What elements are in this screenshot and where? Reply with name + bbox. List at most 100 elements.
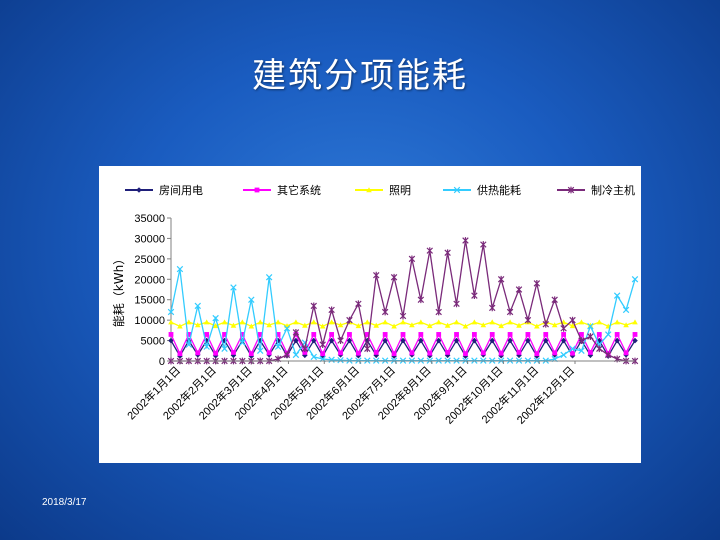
data-point bbox=[570, 350, 575, 356]
data-point bbox=[391, 351, 397, 357]
data-point bbox=[480, 241, 487, 248]
data-point bbox=[631, 276, 639, 283]
y-tick-label: 5000 bbox=[141, 336, 165, 348]
data-point bbox=[373, 322, 380, 328]
data-point bbox=[605, 351, 612, 359]
data-point bbox=[427, 350, 433, 356]
data-point bbox=[587, 333, 594, 340]
data-point bbox=[426, 352, 433, 359]
data-point bbox=[542, 337, 549, 344]
data-point bbox=[632, 319, 638, 325]
data-point bbox=[337, 337, 344, 344]
data-point bbox=[560, 337, 567, 344]
y-axis-label: 能耗（kWh） bbox=[112, 253, 126, 327]
chart-legend: 房间用电 其它系统 照明 供热能耗 制冷主机 bbox=[125, 183, 635, 197]
data-point bbox=[408, 255, 416, 263]
data-point bbox=[274, 343, 282, 350]
data-point bbox=[212, 314, 219, 322]
data-point bbox=[497, 275, 505, 283]
data-point bbox=[596, 319, 603, 325]
data-point bbox=[204, 332, 210, 337]
legend-label: 制冷主机 bbox=[591, 183, 635, 197]
series-group bbox=[167, 237, 639, 365]
data-point bbox=[177, 351, 183, 357]
data-point bbox=[373, 350, 379, 355]
legend-item: 供热能耗 bbox=[443, 183, 521, 197]
data-point bbox=[213, 350, 219, 356]
y-axis-ticks: 0 5000 10000 15000 20000 25000 30000 35000 bbox=[134, 213, 172, 368]
legend-label: 照明 bbox=[389, 184, 411, 197]
y-tick-label: 0 bbox=[159, 356, 165, 368]
data-point bbox=[525, 337, 531, 344]
data-point bbox=[462, 323, 469, 329]
data-point bbox=[221, 319, 228, 325]
data-point bbox=[212, 323, 219, 329]
data-point bbox=[203, 319, 210, 325]
data-point bbox=[338, 350, 343, 356]
y-tick-label: 10000 bbox=[134, 315, 165, 327]
data-point bbox=[436, 332, 442, 337]
data-point bbox=[507, 337, 513, 344]
data-point bbox=[587, 323, 594, 330]
data-point bbox=[346, 337, 353, 344]
data-point bbox=[480, 322, 487, 328]
data-point bbox=[391, 323, 397, 329]
data-point bbox=[265, 274, 273, 281]
data-point bbox=[203, 343, 210, 350]
data-point bbox=[561, 332, 567, 337]
data-point bbox=[533, 279, 541, 287]
data-point bbox=[302, 322, 308, 328]
data-point bbox=[222, 332, 227, 337]
data-point bbox=[506, 308, 514, 316]
legend-label: 供热能耗 bbox=[477, 183, 521, 197]
data-point bbox=[168, 337, 174, 344]
data-point bbox=[275, 337, 281, 344]
legend-marker bbox=[366, 187, 372, 193]
data-point bbox=[534, 323, 540, 329]
data-point bbox=[596, 345, 603, 353]
legend-marker bbox=[453, 186, 461, 194]
legend-label: 其它系统 bbox=[277, 183, 321, 197]
data-point bbox=[185, 341, 193, 348]
data-point bbox=[614, 337, 620, 344]
data-point bbox=[534, 351, 540, 357]
data-point bbox=[248, 296, 255, 303]
data-point bbox=[578, 319, 585, 325]
data-point bbox=[310, 302, 317, 310]
data-point bbox=[257, 347, 264, 355]
data-point bbox=[462, 237, 469, 244]
data-point bbox=[320, 351, 326, 357]
legend-item: 照明 bbox=[355, 184, 411, 197]
data-point bbox=[489, 304, 496, 312]
data-point bbox=[454, 332, 459, 337]
data-point bbox=[328, 356, 335, 363]
data-point bbox=[382, 332, 388, 337]
data-point bbox=[301, 345, 309, 353]
data-point bbox=[418, 319, 424, 325]
data-point bbox=[471, 332, 477, 337]
data-point bbox=[212, 352, 219, 359]
data-point bbox=[579, 332, 584, 337]
data-point bbox=[632, 332, 638, 337]
data-point bbox=[364, 319, 371, 325]
data-point bbox=[507, 319, 513, 325]
data-point bbox=[426, 247, 433, 255]
data-point bbox=[319, 323, 326, 329]
data-point bbox=[418, 332, 424, 337]
data-point bbox=[552, 350, 558, 356]
data-point bbox=[347, 332, 352, 337]
data-point bbox=[480, 350, 486, 356]
data-point bbox=[186, 332, 192, 337]
data-point bbox=[605, 331, 612, 338]
energy-chart: 房间用电 其它系统 照明 供热能耗 制冷主机 能耗（kWh） 0 5000 10000 150… bbox=[112, 183, 639, 427]
data-point bbox=[302, 352, 308, 359]
data-point bbox=[230, 352, 237, 359]
y-tick-label: 15000 bbox=[134, 295, 165, 307]
data-point bbox=[257, 332, 263, 337]
data-point bbox=[516, 352, 522, 359]
data-point bbox=[310, 353, 317, 361]
data-point bbox=[614, 332, 620, 337]
data-point bbox=[489, 319, 496, 325]
data-point bbox=[596, 337, 603, 344]
data-point bbox=[525, 332, 531, 337]
